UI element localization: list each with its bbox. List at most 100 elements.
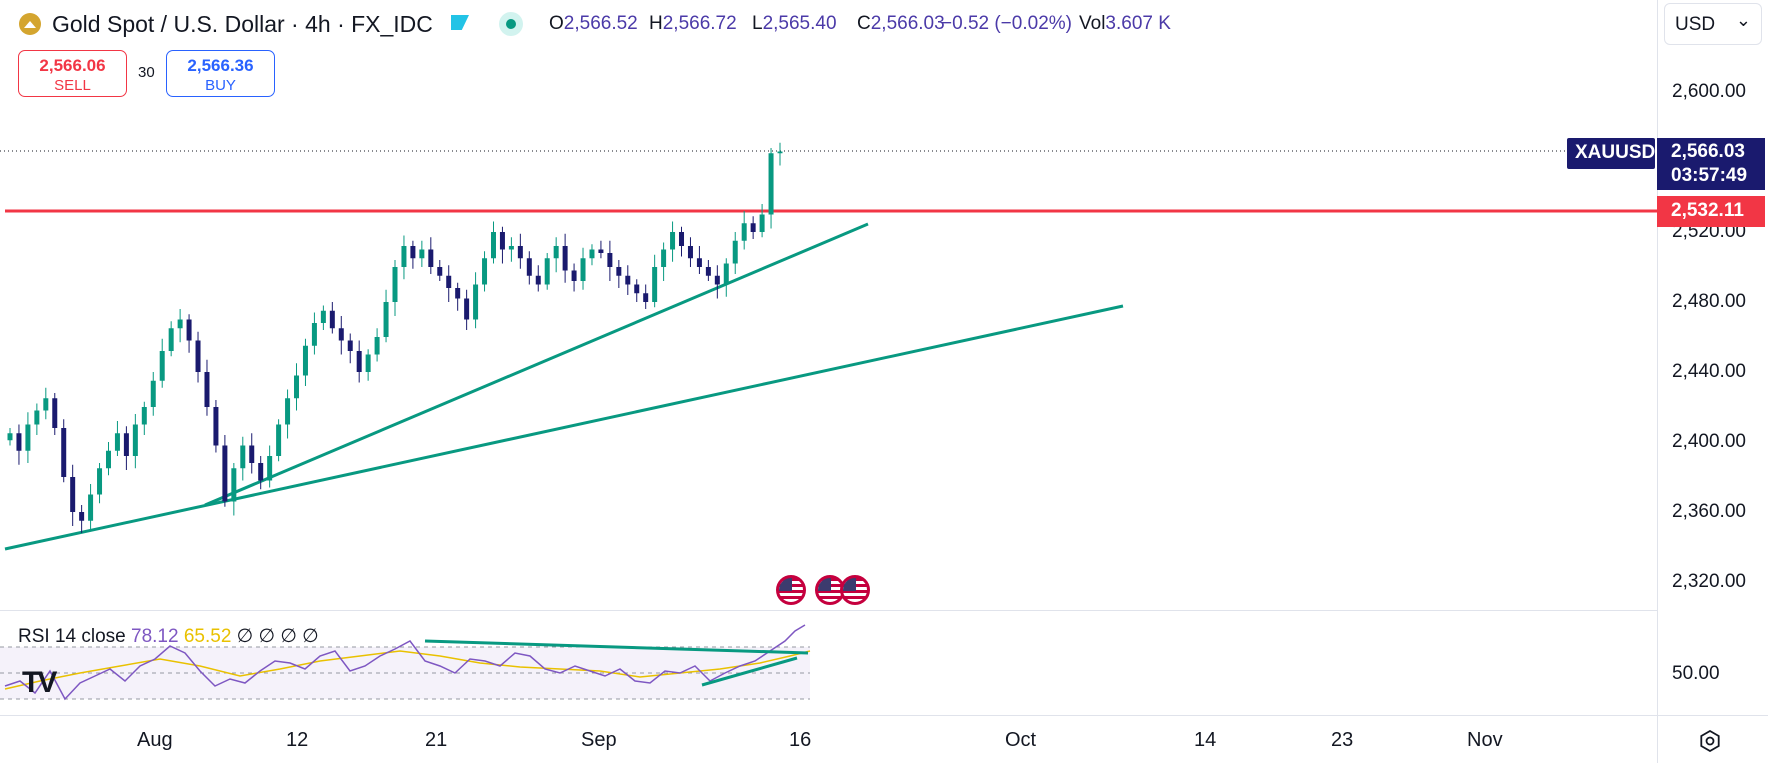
candle-body: [473, 284, 479, 320]
candle-body: [285, 398, 291, 425]
volume: Vol3.607 K: [1079, 13, 1171, 34]
spread-value: 30: [138, 64, 155, 81]
price-label: 2,400.00: [1672, 431, 1746, 452]
candle-body: [526, 258, 532, 276]
rsi-pane[interactable]: [0, 611, 1657, 715]
last-price-tag: 2,566.03 03:57:49: [1657, 138, 1765, 190]
candle-body: [499, 232, 505, 250]
rsi-trendline-bottom: [701, 656, 798, 687]
time-label: Nov: [1467, 729, 1503, 751]
candle-body: [105, 450, 111, 469]
event-flag-icon[interactable]: [840, 575, 870, 605]
price-label: 2,320.00: [1672, 571, 1746, 592]
time-label: Oct: [1005, 729, 1037, 751]
candle-body: [517, 246, 523, 259]
symbol-logo-icon: [19, 13, 41, 35]
candle-body: [61, 428, 67, 477]
candle-body: [392, 267, 398, 302]
candle-body: [419, 249, 425, 259]
candle-body: [25, 424, 31, 451]
candle-body: [625, 275, 631, 285]
time-label: 14: [1194, 729, 1217, 751]
candle-body: [643, 293, 649, 302]
price-label: 2,360.00: [1672, 501, 1746, 522]
candle-body: [535, 275, 541, 285]
candle-body: [356, 351, 362, 372]
sell-button[interactable]: 2,566.06 SELL: [18, 50, 127, 97]
candle-body: [652, 267, 658, 302]
price-axis-divider: [1657, 0, 1658, 763]
rsi-value: 78.12: [131, 626, 179, 647]
rsi-level-label: 50.00: [1672, 663, 1720, 684]
candle-body: [132, 424, 138, 456]
candle-body: [114, 433, 120, 451]
bar-countdown: 03:57:49: [1671, 165, 1748, 186]
candle-body: [249, 445, 255, 463]
candle-body: [562, 246, 568, 271]
buy-label: BUY: [205, 77, 236, 94]
candle-body: [580, 258, 586, 281]
candle-body: [437, 267, 443, 276]
candle-body: [482, 258, 488, 285]
candle-body: [705, 267, 711, 276]
candle-body: [294, 375, 300, 399]
ohlc-low: L2,565.40: [752, 13, 837, 34]
candle-body: [553, 246, 559, 259]
candle-body: [70, 477, 76, 512]
ohlc-high: H2,566.72: [649, 13, 737, 34]
candle-body: [150, 380, 156, 407]
candle-body: [410, 246, 416, 259]
candles-group: [7, 142, 783, 533]
ohlc-open: O2,566.52: [549, 13, 638, 34]
candle-body: [687, 246, 693, 259]
rsi-title[interactable]: RSI 14 close: [18, 626, 126, 647]
time-axis-divider: [0, 715, 1768, 716]
candle-body: [34, 410, 40, 425]
candle-body: [616, 267, 622, 276]
event-flag-icon[interactable]: [776, 575, 806, 605]
buy-button[interactable]: 2,566.36 BUY: [166, 50, 275, 97]
buy-price: 2,566.36: [187, 56, 254, 75]
chart-header: Gold Spot / U.S. Dollar · 4h · FX_IDC O2…: [0, 0, 1655, 46]
candle-body: [88, 494, 94, 521]
candle-body: [741, 223, 747, 241]
candle-body: [589, 249, 595, 259]
rsi-legend: RSI 14 close 78.12 65.52 ∅ ∅ ∅ ∅: [18, 625, 319, 648]
sell-label: SELL: [54, 77, 91, 94]
candle-body: [52, 398, 58, 428]
candle-body: [670, 232, 676, 250]
rsi-extra: ∅ ∅ ∅ ∅: [236, 626, 319, 647]
candle-body: [401, 246, 407, 267]
ohlc-change: −0.52 (−0.02%): [941, 13, 1072, 34]
candle-body: [347, 340, 353, 351]
candle-body: [383, 302, 389, 337]
tradingview-logo[interactable]: TV: [22, 666, 57, 699]
candle-body: [374, 337, 380, 355]
candle-body: [195, 340, 201, 372]
candle-body: [168, 328, 174, 351]
candle-body: [598, 249, 604, 253]
time-label: 12: [286, 729, 309, 751]
candle-body: [79, 512, 85, 521]
settings-gear-icon[interactable]: [1699, 730, 1721, 752]
price-chart[interactable]: [0, 0, 1657, 610]
currency-selector[interactable]: USD: [1664, 3, 1762, 45]
candle-body: [723, 263, 729, 285]
price-label: 2,440.00: [1672, 361, 1746, 382]
candle-body: [490, 232, 496, 259]
candle-body: [679, 232, 685, 246]
candle-body: [240, 445, 246, 469]
candle-body: [759, 214, 765, 232]
candle-body: [329, 310, 335, 329]
symbol-tag: XAUUSD: [1567, 138, 1655, 169]
pane-divider[interactable]: [0, 610, 1657, 611]
symbol-title[interactable]: Gold Spot / U.S. Dollar · 4h · FX_IDC: [52, 11, 433, 37]
sell-price: 2,566.06: [39, 56, 106, 75]
candle-body: [213, 407, 219, 446]
candle-body: [455, 288, 461, 299]
time-label: 23: [1331, 729, 1354, 751]
trendline-steep: [204, 222, 869, 507]
candle-body: [338, 328, 344, 341]
resistance-price-tag: 2,532.11: [1657, 196, 1765, 227]
candle-body: [43, 398, 49, 411]
